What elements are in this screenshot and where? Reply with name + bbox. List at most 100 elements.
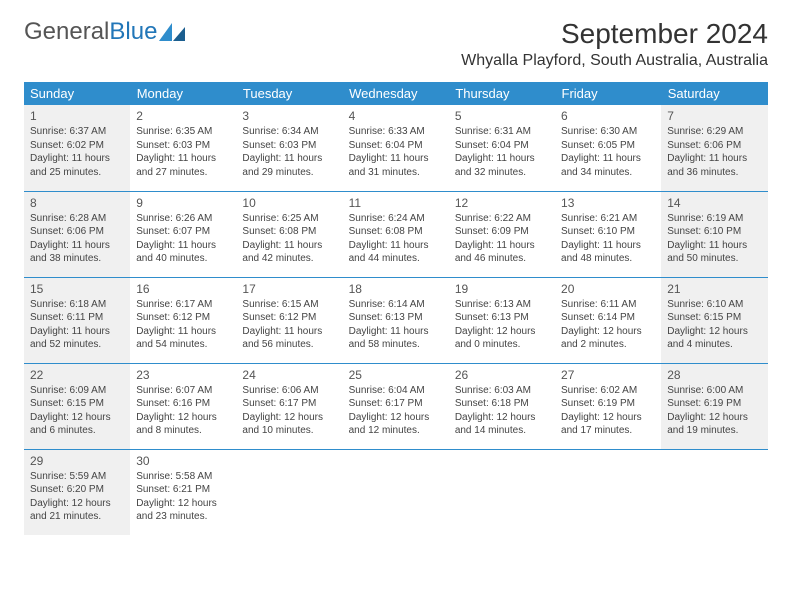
sunset-text: Sunset: 6:08 PM (242, 225, 336, 239)
sunrise-text: Sunrise: 6:09 AM (30, 384, 124, 398)
daylight-text: Daylight: 11 hours (561, 152, 655, 166)
sunrise-text: Sunrise: 6:04 AM (349, 384, 443, 398)
calendar-cell (555, 449, 661, 535)
calendar-cell: 29Sunrise: 5:59 AMSunset: 6:20 PMDayligh… (24, 449, 130, 535)
daylight-text: Daylight: 12 hours (455, 411, 549, 425)
sunset-text: Sunset: 6:06 PM (667, 139, 761, 153)
daylight-text: and 4 minutes. (667, 338, 761, 352)
sunrise-text: Sunrise: 5:58 AM (136, 470, 230, 484)
sunrise-text: Sunrise: 6:02 AM (561, 384, 655, 398)
daylight-text: and 10 minutes. (242, 424, 336, 438)
sunrise-text: Sunrise: 6:07 AM (136, 384, 230, 398)
daylight-text: Daylight: 12 hours (667, 325, 761, 339)
sunset-text: Sunset: 6:13 PM (455, 311, 549, 325)
sunset-text: Sunset: 6:20 PM (30, 483, 124, 497)
sunset-text: Sunset: 6:10 PM (561, 225, 655, 239)
daylight-text: and 50 minutes. (667, 252, 761, 266)
daylight-text: Daylight: 11 hours (242, 152, 336, 166)
sunrise-text: Sunrise: 5:59 AM (30, 470, 124, 484)
daylight-text: Daylight: 12 hours (561, 325, 655, 339)
daylight-text: Daylight: 11 hours (136, 152, 230, 166)
sunrise-text: Sunrise: 6:24 AM (349, 212, 443, 226)
sunset-text: Sunset: 6:13 PM (349, 311, 443, 325)
sunset-text: Sunset: 6:05 PM (561, 139, 655, 153)
sunrise-text: Sunrise: 6:28 AM (30, 212, 124, 226)
sunset-text: Sunset: 6:06 PM (30, 225, 124, 239)
daylight-text: and 21 minutes. (30, 510, 124, 524)
daylight-text: Daylight: 11 hours (455, 239, 549, 253)
daylight-text: Daylight: 11 hours (667, 152, 761, 166)
calendar-cell: 21Sunrise: 6:10 AMSunset: 6:15 PMDayligh… (661, 277, 767, 363)
calendar-cell: 22Sunrise: 6:09 AMSunset: 6:15 PMDayligh… (24, 363, 130, 449)
sunrise-text: Sunrise: 6:10 AM (667, 298, 761, 312)
day-number: 29 (30, 453, 124, 469)
daylight-text: Daylight: 12 hours (667, 411, 761, 425)
daylight-text: Daylight: 11 hours (561, 239, 655, 253)
calendar-cell: 1Sunrise: 6:37 AMSunset: 6:02 PMDaylight… (24, 105, 130, 191)
day-number: 17 (242, 281, 336, 297)
sunset-text: Sunset: 6:04 PM (349, 139, 443, 153)
day-number: 12 (455, 195, 549, 211)
daylight-text: Daylight: 11 hours (30, 239, 124, 253)
daylight-text: and 6 minutes. (30, 424, 124, 438)
calendar-cell (343, 449, 449, 535)
sunrise-text: Sunrise: 6:00 AM (667, 384, 761, 398)
daylight-text: Daylight: 12 hours (30, 497, 124, 511)
calendar-cell: 27Sunrise: 6:02 AMSunset: 6:19 PMDayligh… (555, 363, 661, 449)
sunrise-text: Sunrise: 6:06 AM (242, 384, 336, 398)
calendar-cell: 28Sunrise: 6:00 AMSunset: 6:19 PMDayligh… (661, 363, 767, 449)
day-number: 25 (349, 367, 443, 383)
calendar-cell: 26Sunrise: 6:03 AMSunset: 6:18 PMDayligh… (449, 363, 555, 449)
calendar-cell: 8Sunrise: 6:28 AMSunset: 6:06 PMDaylight… (24, 191, 130, 277)
day-number: 14 (667, 195, 761, 211)
daylight-text: and 23 minutes. (136, 510, 230, 524)
daylight-text: and 48 minutes. (561, 252, 655, 266)
calendar-cell: 14Sunrise: 6:19 AMSunset: 6:10 PMDayligh… (661, 191, 767, 277)
sunrise-text: Sunrise: 6:25 AM (242, 212, 336, 226)
calendar-cell: 25Sunrise: 6:04 AMSunset: 6:17 PMDayligh… (343, 363, 449, 449)
sunset-text: Sunset: 6:02 PM (30, 139, 124, 153)
daylight-text: and 25 minutes. (30, 166, 124, 180)
weekday-header: Wednesday (343, 82, 449, 105)
sunset-text: Sunset: 6:17 PM (242, 397, 336, 411)
daylight-text: Daylight: 12 hours (242, 411, 336, 425)
sunrise-text: Sunrise: 6:31 AM (455, 125, 549, 139)
daylight-text: and 14 minutes. (455, 424, 549, 438)
day-number: 9 (136, 195, 230, 211)
calendar-cell (236, 449, 342, 535)
calendar-cell: 10Sunrise: 6:25 AMSunset: 6:08 PMDayligh… (236, 191, 342, 277)
daylight-text: and 32 minutes. (455, 166, 549, 180)
calendar-cell: 16Sunrise: 6:17 AMSunset: 6:12 PMDayligh… (130, 277, 236, 363)
daylight-text: and 42 minutes. (242, 252, 336, 266)
sunrise-text: Sunrise: 6:11 AM (561, 298, 655, 312)
sunset-text: Sunset: 6:14 PM (561, 311, 655, 325)
daylight-text: and 38 minutes. (30, 252, 124, 266)
title-block: September 2024 Whyalla Playford, South A… (461, 18, 768, 70)
sunset-text: Sunset: 6:12 PM (242, 311, 336, 325)
calendar-cell: 15Sunrise: 6:18 AMSunset: 6:11 PMDayligh… (24, 277, 130, 363)
calendar-cell: 7Sunrise: 6:29 AMSunset: 6:06 PMDaylight… (661, 105, 767, 191)
daylight-text: and 27 minutes. (136, 166, 230, 180)
calendar-cell: 4Sunrise: 6:33 AMSunset: 6:04 PMDaylight… (343, 105, 449, 191)
daylight-text: Daylight: 11 hours (30, 325, 124, 339)
calendar-cell (449, 449, 555, 535)
logo-text-general: General (24, 18, 109, 46)
sunset-text: Sunset: 6:12 PM (136, 311, 230, 325)
calendar-cell: 19Sunrise: 6:13 AMSunset: 6:13 PMDayligh… (449, 277, 555, 363)
calendar-cell: 5Sunrise: 6:31 AMSunset: 6:04 PMDaylight… (449, 105, 555, 191)
sunset-text: Sunset: 6:18 PM (455, 397, 549, 411)
day-number: 2 (136, 108, 230, 124)
daylight-text: Daylight: 11 hours (349, 152, 443, 166)
daylight-text: Daylight: 11 hours (349, 325, 443, 339)
sunset-text: Sunset: 6:03 PM (242, 139, 336, 153)
calendar-cell: 24Sunrise: 6:06 AMSunset: 6:17 PMDayligh… (236, 363, 342, 449)
sunrise-text: Sunrise: 6:22 AM (455, 212, 549, 226)
sunset-text: Sunset: 6:07 PM (136, 225, 230, 239)
calendar-cell: 12Sunrise: 6:22 AMSunset: 6:09 PMDayligh… (449, 191, 555, 277)
calendar-header-row: SundayMondayTuesdayWednesdayThursdayFrid… (24, 82, 768, 105)
sunset-text: Sunset: 6:10 PM (667, 225, 761, 239)
day-number: 1 (30, 108, 124, 124)
day-number: 6 (561, 108, 655, 124)
daylight-text: and 8 minutes. (136, 424, 230, 438)
sunset-text: Sunset: 6:09 PM (455, 225, 549, 239)
